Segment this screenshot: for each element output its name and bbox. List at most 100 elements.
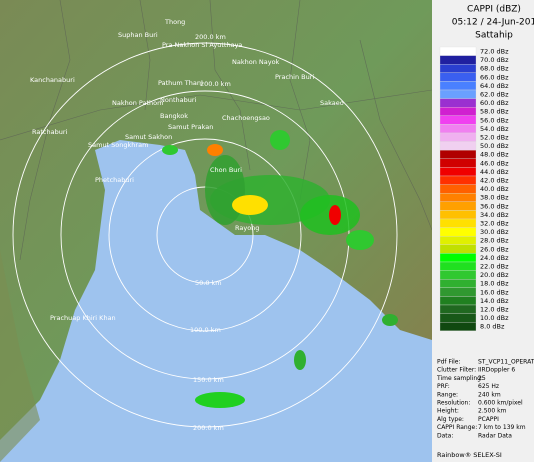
borders [0, 0, 432, 261]
map-label: Nakhon Pathom [112, 99, 163, 107]
info-value: IIRDoppler 6 [478, 367, 515, 374]
map-label: 50.0 km [195, 279, 222, 287]
legend-swatch [439, 167, 477, 177]
legend-label: 44.0 dBz [480, 168, 509, 176]
legend-label: 54.0 dBz [480, 125, 509, 133]
legend-swatch [439, 261, 477, 271]
map-label: Nakhon Nayok [232, 58, 280, 66]
legend-label: 58.0 dBz [480, 108, 509, 116]
map-label: Kanchanaburi [30, 76, 75, 84]
legend-swatch [439, 98, 477, 108]
info-value: ST_VCP11_OPERATI [478, 359, 534, 366]
map-label: Samut Songkhram [88, 141, 148, 149]
info-label: Alg type: [437, 416, 464, 423]
legend-swatch [439, 64, 477, 73]
info-label: Range: [437, 391, 458, 398]
legend-swatch [439, 150, 477, 159]
legend-swatch [439, 184, 477, 194]
map-label: Bangkok [160, 112, 188, 120]
legend-label: 16.0 dBz [480, 288, 509, 296]
legend-label: 40.0 dBz [480, 185, 509, 193]
info-label: CAPPI Range: [437, 424, 477, 431]
legend-label: 22.0 dBz [480, 263, 509, 271]
echoes [162, 130, 398, 408]
legend-label: 28.0 dBz [480, 237, 509, 245]
legend-label: 20.0 dBz [480, 271, 509, 279]
legend-swatch [439, 210, 477, 220]
legend-label: 72.0 dBz [480, 48, 509, 56]
legend-label: 52.0 dBz [480, 134, 509, 142]
map-labels: Thong Suphan Buri 200.0 km Pra Nakhon Si Ay… [30, 18, 344, 432]
legend-label: 56.0 dBz [480, 116, 509, 124]
info-value: 7 km to 139 km [478, 424, 526, 431]
legend-label: 42.0 dBz [480, 177, 509, 185]
info-value: 2.500 km [478, 408, 507, 415]
legend-swatch [439, 201, 477, 211]
legend-swatch [439, 89, 477, 99]
legend-label: 26.0 dBz [480, 245, 509, 253]
legend-swatch [439, 46, 477, 56]
map-label: Pathum Thani [158, 79, 203, 87]
panel-title: CAPPI (dBZ) [467, 5, 521, 15]
map-label: Thong [164, 18, 185, 26]
footer: Rainbow® SELEX-SI [437, 451, 502, 459]
legend-swatch [439, 322, 477, 331]
map-label: Samut Sakhon [125, 133, 172, 141]
info-label: Clutter Filter: [437, 367, 476, 374]
radar-map: Thong Suphan Buri 200.0 km Pra Nakhon Si Ay… [0, 0, 432, 462]
legend-swatch [439, 132, 477, 142]
legend-label: 48.0 dBz [480, 151, 509, 159]
legend-label: 14.0 dBz [480, 297, 509, 305]
legend-label: 50.0 dBz [480, 142, 509, 150]
sea [0, 140, 432, 462]
legend-swatch [439, 236, 477, 245]
legend-label: 46.0 dBz [480, 159, 509, 167]
legend-label: 30.0 dBz [480, 228, 509, 236]
legend-swatch [439, 287, 477, 297]
legend-label: 62.0 dBz [480, 91, 509, 99]
legend-swatch [439, 313, 477, 323]
legend-label: 12.0 dBz [480, 306, 509, 314]
map-label: Nonthaburi [160, 96, 197, 104]
map-label: Prachin Buri [275, 73, 314, 81]
legend-label: 64.0 dBz [480, 82, 509, 90]
info-value: 0.600 km/pixel [478, 400, 523, 407]
map-label: Phetchaburi [95, 176, 134, 184]
info-label: Time sampling: [436, 375, 483, 382]
map-label: Pra Nakhon Si Ayutthaya [162, 41, 242, 49]
land-shade [0, 250, 40, 462]
info-value: PCAPPI [478, 416, 499, 423]
map-label: Sakaeo [320, 99, 344, 107]
legend-swatch [439, 218, 477, 228]
legend-label: 66.0 dBz [480, 73, 509, 81]
legend-label: 32.0 dBz [480, 220, 509, 228]
legend-swatch [439, 253, 477, 263]
legend-label: 8.0 dBz [480, 323, 505, 331]
map-label: 150.0 km [193, 376, 224, 384]
legend-label: 60.0 dBz [480, 99, 509, 107]
info-value: 625 Hz [478, 383, 499, 390]
map-label: Suphan Buri [118, 31, 158, 39]
map-label: 200.0 km [200, 80, 231, 88]
panel-svg: CAPPI (dBZ) 05:12 / 24-Jun-201 Sattahip … [436, 5, 534, 460]
map-label: Chon Buri [210, 166, 242, 174]
legend-label: 18.0 dBz [480, 280, 509, 288]
legend-swatch [439, 115, 477, 125]
legend-swatch [439, 270, 477, 280]
info-label: PRF: [437, 383, 450, 390]
legend-swatch [439, 279, 477, 288]
map-label: Prachuap Khiri Khan [50, 314, 116, 322]
legend-label: 38.0 dBz [480, 194, 509, 202]
legend-swatch [439, 81, 477, 91]
panel-datetime: 05:12 / 24-Jun-201 [452, 18, 534, 28]
legend-swatch [439, 72, 477, 82]
map-label: 100.0 km [190, 326, 221, 334]
legend-swatch [439, 296, 477, 306]
legend-label: 24.0 dBz [480, 254, 509, 262]
map-label: Chachoengsao [222, 114, 270, 122]
legend-swatch [439, 175, 477, 185]
info-value: Radar Data [478, 432, 512, 439]
